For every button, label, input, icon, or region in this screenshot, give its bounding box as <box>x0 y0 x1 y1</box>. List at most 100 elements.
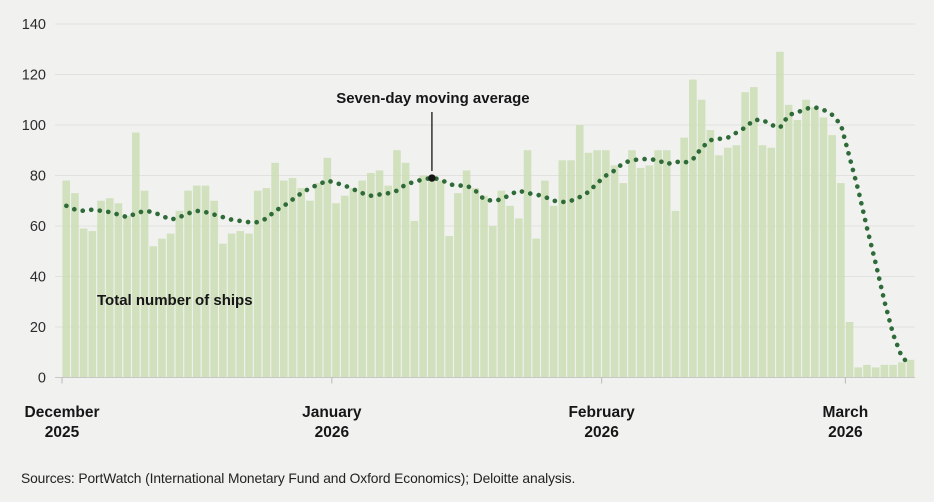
bar-day <box>297 188 306 378</box>
bar-day <box>793 119 802 378</box>
bar-day <box>837 183 845 378</box>
bar-day <box>802 99 810 378</box>
bar-day <box>758 145 767 378</box>
bar-day <box>349 188 358 378</box>
bar-day <box>114 203 123 378</box>
ships-chart: 0 20 40 60 80 100 120 140 December 2025 January 202… <box>22 17 915 441</box>
bar-day <box>253 190 262 378</box>
bar-day <box>462 170 471 378</box>
bar-day <box>750 87 758 378</box>
bar-day <box>767 147 776 378</box>
month-label: December <box>25 404 100 421</box>
bar-day <box>471 188 480 378</box>
bar-day <box>175 210 184 378</box>
bar-day <box>662 150 671 378</box>
bar-day <box>201 185 210 378</box>
y-axis-tick-label: 140 <box>22 17 46 33</box>
bar-day <box>671 210 680 378</box>
bar-day <box>132 132 140 378</box>
bars-total-ships <box>62 51 915 378</box>
bar-day <box>515 218 523 378</box>
bar-day <box>706 130 715 378</box>
bar-day <box>497 190 506 378</box>
y-axis-tick-label: 40 <box>30 270 46 286</box>
bar-day <box>375 170 384 378</box>
bar-day <box>71 193 79 378</box>
year-label: 2026 <box>584 424 619 441</box>
bar-day <box>488 226 497 378</box>
bar-day <box>367 172 375 378</box>
bar-day <box>149 246 158 378</box>
month-label: February <box>568 404 635 421</box>
year-label: 2026 <box>315 424 350 441</box>
bar-day <box>645 165 654 378</box>
y-axis-tick-label: 100 <box>22 118 46 134</box>
bar-day <box>741 92 749 378</box>
callout-marker-dot <box>428 174 436 182</box>
bar-day <box>889 364 897 378</box>
bar-day <box>393 150 401 378</box>
bar-day <box>819 117 828 378</box>
bar-day <box>245 233 253 378</box>
bar-day <box>906 359 915 378</box>
bar-day <box>323 157 332 378</box>
bar-day <box>236 231 245 378</box>
bar-day <box>454 193 462 378</box>
bar-day <box>541 180 549 378</box>
bar-day <box>219 243 227 378</box>
source-note: Sources: PortWatch (International Moneta… <box>21 471 576 486</box>
bar-day <box>723 147 732 378</box>
axes: 0 20 40 60 80 100 120 140 December 2025 January 202… <box>22 17 915 441</box>
bar-series-label: Total number of ships <box>97 292 253 309</box>
bar-day <box>332 203 340 378</box>
bar-day <box>845 321 854 378</box>
bar-day <box>480 195 488 378</box>
bar-day <box>97 200 105 378</box>
bar-day <box>880 364 889 378</box>
bar-day <box>628 150 636 378</box>
y-axis-tick-label: 60 <box>30 219 46 235</box>
bar-day <box>140 190 149 378</box>
bar-day <box>784 104 793 378</box>
bar-day <box>506 205 514 378</box>
bar-day <box>88 231 97 378</box>
bar-day <box>401 162 410 378</box>
bar-day <box>306 200 314 378</box>
y-axis-tick-label: 0 <box>38 371 46 387</box>
bar-day <box>575 125 584 378</box>
bar-day <box>715 155 723 378</box>
bar-day <box>593 150 601 378</box>
bar-day <box>314 183 323 378</box>
y-axis-tick-label: 120 <box>22 68 46 84</box>
bar-day <box>184 190 192 378</box>
line-series-label: Seven-day moving average <box>336 90 529 107</box>
y-axis-tick-label: 20 <box>30 320 46 336</box>
bar-day <box>567 160 575 378</box>
bar-day <box>636 167 645 378</box>
bar-day <box>602 150 610 378</box>
bar-day <box>340 195 349 378</box>
y-axis-tick-label: 80 <box>30 169 46 185</box>
month-label: January <box>302 404 362 421</box>
bar-day <box>427 178 436 378</box>
bar-day <box>854 367 863 378</box>
bar-day <box>828 135 836 378</box>
bar-day <box>610 165 619 378</box>
bar-day <box>897 362 906 378</box>
bar-day <box>697 99 706 378</box>
bar-day <box>384 185 393 378</box>
bar-day <box>549 205 558 378</box>
bar-day <box>619 183 628 378</box>
bar-day <box>732 145 741 378</box>
bar-day <box>871 367 880 378</box>
bar-day <box>262 188 271 378</box>
bar-day <box>271 162 279 378</box>
bar-day <box>79 228 88 378</box>
bar-day <box>166 233 175 378</box>
bar-day <box>227 233 236 378</box>
bar-day <box>863 364 871 378</box>
bar-day <box>419 175 427 378</box>
bar-day <box>192 185 201 378</box>
bar-day <box>680 137 688 378</box>
